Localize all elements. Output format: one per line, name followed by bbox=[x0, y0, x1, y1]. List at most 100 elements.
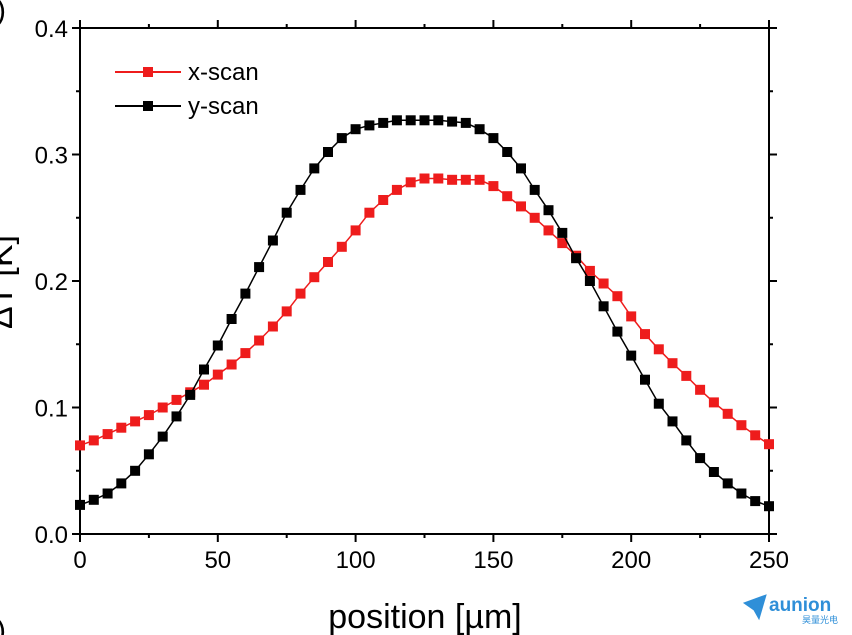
point-x-scan-17 bbox=[309, 272, 320, 283]
point-y-scan-5 bbox=[143, 449, 154, 460]
point-x-scan-22 bbox=[378, 195, 389, 205]
point-y-scan-15 bbox=[281, 207, 292, 218]
point-x-scan-18 bbox=[323, 257, 333, 267]
point-y-scan-24 bbox=[405, 115, 416, 126]
point-x-scan-9 bbox=[199, 379, 209, 390]
point-x-scan-7 bbox=[171, 394, 182, 405]
point-y-scan-45 bbox=[695, 453, 706, 464]
point-x-scan-14 bbox=[267, 321, 278, 332]
point-x-scan-11 bbox=[226, 359, 237, 370]
point-x-scan-48 bbox=[736, 420, 747, 431]
point-x-scan-31 bbox=[502, 191, 513, 202]
x-tick-label-5: 250 bbox=[749, 547, 789, 574]
point-x-scan-24 bbox=[405, 177, 416, 188]
y-tick-label-0: 0.0 bbox=[35, 522, 68, 549]
point-y-scan-14 bbox=[267, 235, 278, 246]
point-x-scan-3 bbox=[116, 422, 127, 433]
legend-marker-y-scan bbox=[143, 101, 153, 111]
point-x-scan-1 bbox=[88, 435, 99, 446]
aunion-logo: aunion 昊量光电 bbox=[742, 594, 838, 625]
series-layer bbox=[75, 115, 774, 512]
point-x-scan-15 bbox=[281, 306, 292, 317]
point-y-scan-47 bbox=[722, 478, 733, 489]
point-y-scan-27 bbox=[447, 116, 458, 127]
point-y-scan-23 bbox=[391, 115, 402, 126]
x-ticks: 0 50 100 150 200 250 bbox=[73, 20, 789, 574]
point-x-scan-39 bbox=[612, 291, 623, 302]
point-y-scan-44 bbox=[681, 435, 692, 446]
point-x-scan-33 bbox=[529, 212, 540, 223]
point-x-scan-43 bbox=[667, 358, 678, 369]
top-left-fragment: ) bbox=[0, 0, 6, 27]
logo-subtitle: 昊量光电 bbox=[802, 614, 838, 625]
point-y-scan-40 bbox=[626, 350, 637, 361]
point-x-scan-2 bbox=[102, 429, 113, 440]
point-y-scan-1 bbox=[88, 494, 99, 505]
logo-name: aunion bbox=[769, 595, 831, 616]
point-x-scan-29 bbox=[474, 174, 485, 185]
point-x-scan-35 bbox=[557, 238, 568, 249]
point-y-scan-35 bbox=[557, 227, 568, 238]
point-y-scan-38 bbox=[598, 301, 609, 312]
point-y-scan-2 bbox=[102, 488, 113, 499]
point-x-scan-13 bbox=[254, 335, 265, 346]
point-y-scan-12 bbox=[240, 288, 251, 299]
point-x-scan-0 bbox=[75, 440, 85, 451]
x-tick-label-4: 200 bbox=[611, 547, 651, 574]
bottom-left-fragment: ) bbox=[0, 614, 6, 635]
point-y-scan-7 bbox=[171, 411, 182, 422]
y-tick-label-4: 0.4 bbox=[35, 16, 68, 43]
point-y-scan-26 bbox=[433, 115, 444, 126]
point-x-scan-44 bbox=[681, 370, 692, 381]
point-x-scan-20 bbox=[350, 225, 361, 236]
x-axis-title: position [µm] bbox=[328, 598, 521, 635]
point-y-scan-6 bbox=[157, 431, 168, 442]
point-y-scan-21 bbox=[364, 120, 375, 131]
point-x-scan-10 bbox=[212, 369, 223, 380]
point-y-scan-16 bbox=[295, 184, 306, 195]
point-y-scan-31 bbox=[502, 147, 513, 157]
point-y-scan-3 bbox=[116, 478, 127, 489]
point-y-scan-32 bbox=[516, 163, 526, 174]
point-y-scan-20 bbox=[350, 124, 361, 135]
point-x-scan-38 bbox=[598, 278, 609, 289]
point-y-scan-19 bbox=[336, 133, 347, 144]
point-y-scan-4 bbox=[130, 465, 141, 476]
point-x-scan-28 bbox=[460, 174, 471, 185]
point-y-scan-17 bbox=[309, 163, 320, 174]
legend-label-y-scan: y-scan bbox=[188, 93, 259, 120]
point-y-scan-42 bbox=[653, 398, 664, 409]
point-x-scan-34 bbox=[543, 225, 554, 236]
point-x-scan-37 bbox=[584, 265, 595, 276]
y-axis-title: ΔT [K] bbox=[0, 235, 20, 329]
point-x-scan-45 bbox=[695, 384, 706, 395]
point-x-scan-47 bbox=[722, 408, 733, 419]
point-y-scan-13 bbox=[254, 262, 265, 273]
y-tick-label-1: 0.1 bbox=[35, 396, 68, 423]
point-x-scan-5 bbox=[143, 410, 154, 421]
point-x-scan-27 bbox=[447, 174, 458, 185]
point-x-scan-41 bbox=[640, 329, 650, 340]
y-tick-label-3: 0.3 bbox=[35, 143, 68, 170]
point-y-scan-28 bbox=[460, 117, 471, 128]
point-x-scan-16 bbox=[295, 288, 306, 299]
legend-label-x-scan: x-scan bbox=[188, 59, 259, 86]
point-y-scan-25 bbox=[419, 115, 430, 126]
point-y-scan-10 bbox=[212, 340, 223, 351]
point-x-scan-50 bbox=[764, 439, 774, 450]
point-y-scan-33 bbox=[529, 184, 540, 195]
legend: x-scan y-scan bbox=[115, 59, 259, 120]
point-y-scan-30 bbox=[488, 133, 499, 144]
point-x-scan-21 bbox=[364, 207, 375, 218]
paper-plane-icon bbox=[742, 594, 767, 621]
legend-marker-x-scan bbox=[143, 67, 153, 77]
point-y-scan-0 bbox=[75, 499, 85, 510]
point-y-scan-29 bbox=[474, 124, 485, 135]
x-tick-label-2: 100 bbox=[336, 547, 376, 574]
point-x-scan-6 bbox=[157, 402, 168, 413]
point-y-scan-36 bbox=[571, 253, 582, 264]
x-tick-label-1: 50 bbox=[204, 547, 231, 574]
point-y-scan-9 bbox=[199, 364, 209, 375]
point-y-scan-11 bbox=[226, 314, 237, 324]
point-x-scan-40 bbox=[626, 311, 637, 322]
